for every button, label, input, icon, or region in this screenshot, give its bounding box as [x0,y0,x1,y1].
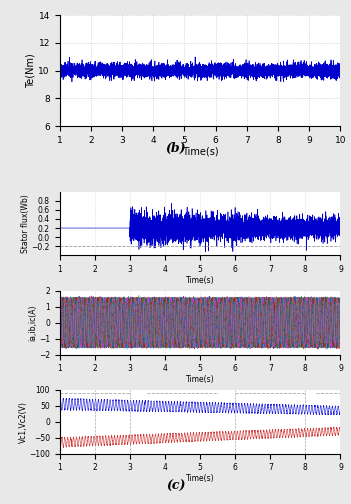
X-axis label: Time(s): Time(s) [186,276,214,285]
X-axis label: Time(s): Time(s) [182,146,218,156]
Y-axis label: ia,ib,ic(A): ia,ib,ic(A) [28,304,38,341]
X-axis label: Time(s): Time(s) [186,374,214,384]
Text: (b): (b) [165,142,186,155]
X-axis label: Time(s): Time(s) [186,474,214,483]
Y-axis label: Te(Nm): Te(Nm) [26,53,36,88]
Text: (c): (c) [166,480,185,493]
Y-axis label: Stator flux(Wb): Stator flux(Wb) [21,194,30,253]
Y-axis label: Vc1,Vc2(V): Vc1,Vc2(V) [19,401,28,443]
